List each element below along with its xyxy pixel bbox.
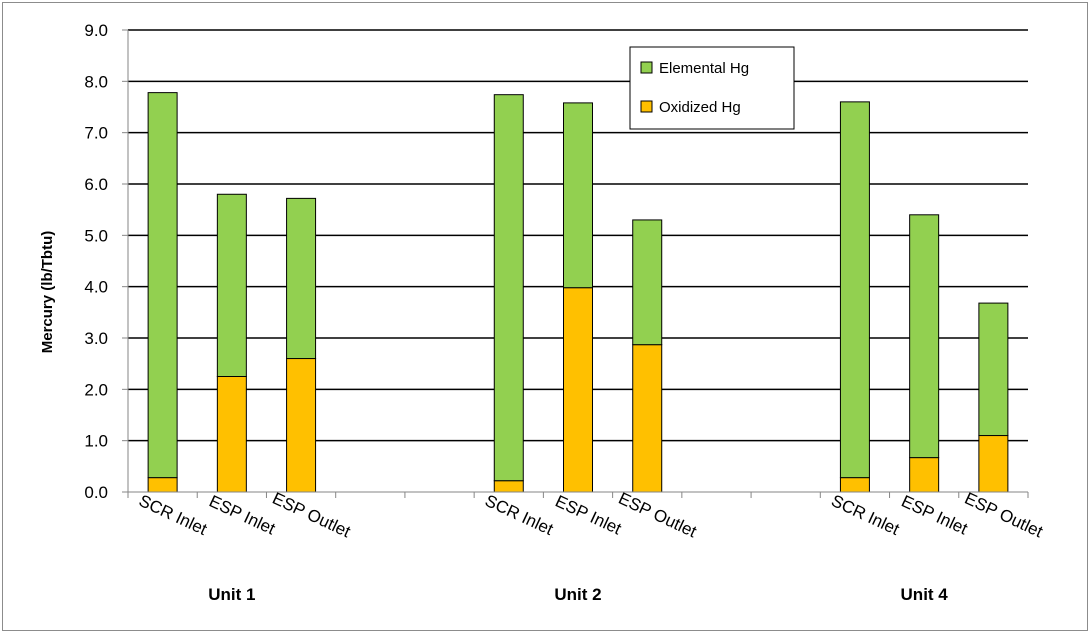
- category-label: ESP Inlet: [898, 491, 970, 538]
- y-tick-labels: 0.0 1.0 2.0 3.0 4.0 5.0 6.0 7.0 8.0 9.0: [84, 21, 108, 502]
- y-tick-label: 1.0: [84, 432, 108, 451]
- y-tick-label: 2.0: [84, 380, 108, 399]
- bar-segment-oxidized: [909, 457, 940, 493]
- bar-segment-oxidized: [493, 480, 524, 493]
- bar-segment-oxidized: [978, 435, 1009, 493]
- y-tick-label: 3.0: [84, 329, 108, 348]
- bar-segment-elemental: [909, 214, 940, 459]
- bar-segment-elemental: [839, 101, 870, 479]
- y-tick-label: 5.0: [84, 226, 108, 245]
- bar-segment-oxidized: [563, 287, 593, 493]
- group-label: Unit 2: [554, 585, 601, 604]
- bar-segment-elemental: [216, 193, 247, 377]
- bar-segment-oxidized: [839, 477, 870, 493]
- category-label: SCR Inlet: [136, 491, 210, 539]
- bar-segment-elemental: [147, 92, 178, 479]
- bar-segment-elemental: [978, 302, 1009, 437]
- category-label: ESP Inlet: [552, 491, 624, 538]
- axes: [122, 29, 1029, 498]
- bar-segment-elemental: [563, 102, 593, 289]
- y-axis-label: Mercury (lb/Tbtu): [39, 231, 56, 354]
- legend: Elemental Hg Oxidized Hg: [629, 46, 795, 130]
- bar-segment-oxidized: [632, 344, 663, 493]
- legend-label-elemental: Elemental Hg: [659, 60, 749, 77]
- y-tick-label: 8.0: [84, 72, 108, 91]
- bar-segment-elemental: [632, 219, 663, 346]
- y-tick-label: 0.0: [84, 483, 108, 502]
- bar-segment-oxidized: [286, 358, 317, 493]
- group-labels: Unit 1 Unit 2 Unit 4: [208, 585, 948, 604]
- category-label: ESP Outlet: [616, 489, 700, 542]
- legend-swatch-elemental: [640, 61, 653, 74]
- legend-swatch-oxidized: [640, 100, 653, 113]
- y-tick-label: 6.0: [84, 175, 108, 194]
- group-label: Unit 1: [208, 585, 255, 604]
- bar-segment-oxidized: [216, 376, 247, 493]
- group-label: Unit 4: [901, 585, 949, 604]
- category-label: ESP Inlet: [206, 491, 278, 538]
- y-tick-label: 7.0: [84, 124, 108, 143]
- legend-box: [629, 46, 795, 130]
- category-label: SCR Inlet: [828, 491, 902, 539]
- category-label: SCR Inlet: [482, 491, 556, 539]
- bar-segment-elemental: [493, 94, 524, 482]
- category-label: ESP Outlet: [269, 489, 353, 542]
- bar-segment-elemental: [286, 197, 317, 360]
- legend-label-oxidized: Oxidized Hg: [659, 99, 741, 116]
- bar-segment-oxidized: [147, 477, 178, 493]
- y-tick-label: 9.0: [84, 21, 108, 40]
- y-tick-label: 4.0: [84, 278, 108, 297]
- category-label: ESP Outlet: [962, 489, 1046, 542]
- bars: [147, 92, 1009, 493]
